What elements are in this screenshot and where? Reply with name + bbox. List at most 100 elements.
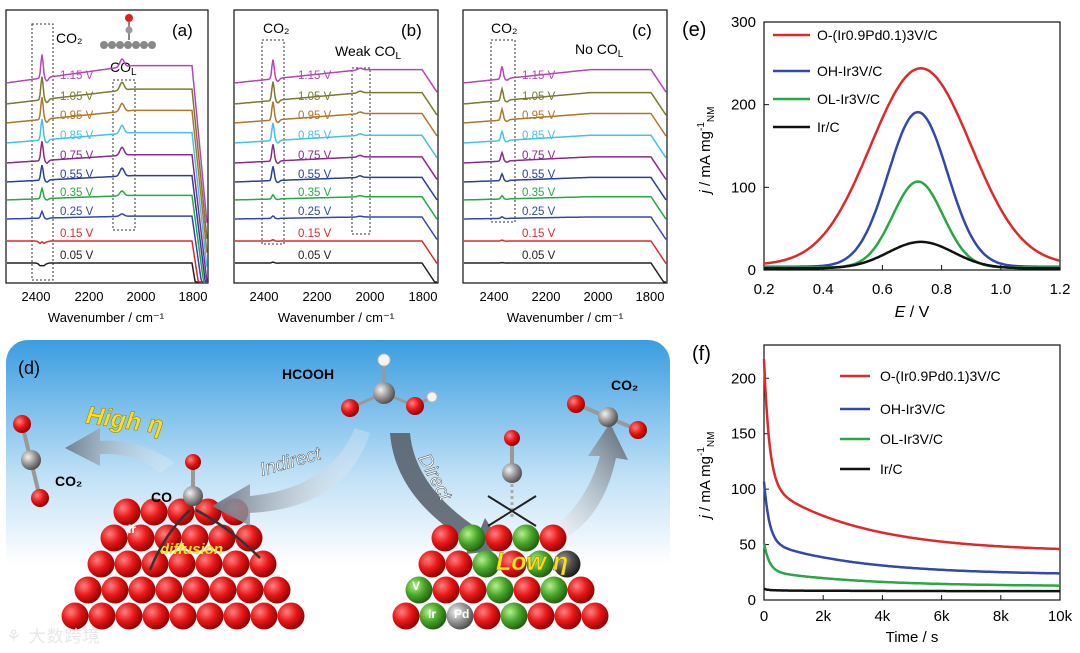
series-line [763,587,1060,593]
panel-a-co2-label: CO₂ [56,30,82,46]
indirect-arrow [212,428,370,526]
ir-atom [567,576,595,604]
panel-c-co2-label: CO₂ [491,20,517,36]
low-eta-label: Low η [496,548,568,576]
ftir-spectrum [463,194,667,220]
ftir-spectrum [235,238,438,264]
co2-label-right: CO₂ [611,377,638,393]
potential-label: 0.25 V [522,206,556,218]
potential-label: 0.35 V [60,187,94,199]
ir-atom [128,576,156,604]
v-atom [526,550,554,578]
ir-atom [581,602,609,630]
ir-atom [167,498,195,526]
ftir-spectrum [7,209,207,283]
panel-a-co2-box [31,23,54,281]
chart-f-ylabel: j / mA mg-1NM [696,432,717,521]
chart-e: (e) 0.2 0.4 0.6 0.8 1.0 1.2 0 100 200 300 O-(Ir0.… [682,14,1070,321]
ir-atom [263,576,291,604]
v-atom [472,550,500,578]
svg-text:1800: 1800 [179,289,208,304]
v-atom [458,524,486,552]
v-atom [540,576,568,604]
potential-label: 0.25 V [298,206,332,218]
ftir-spectrum [234,59,438,93]
v-atom [500,602,528,630]
potential-label: 1.15 V [522,70,556,82]
panel-b-letter: (b) [401,21,422,40]
ftir-spectrum [7,240,207,283]
watermark: ⚘ 大数跨境 [6,622,101,647]
ftir-spectrum [234,166,438,201]
legend-label: OL-Ir3V/C [880,431,943,447]
ftir-panel-b: (b) CO₂ Weak COL 0.05 V 0.15 V 0.25 V 0.35 … [233,9,439,325]
ir-atom [115,602,143,630]
series-line [762,359,1060,551]
ir-atom [88,602,116,630]
panel-c-xlabel: Wavenumber / cm⁻¹ [507,310,624,325]
potential-label: 0.75 V [60,150,94,162]
co-label: CO [151,489,172,505]
panel-c-co2-box [490,39,516,223]
ir-atom [485,524,513,552]
panel-c-letter: (c) [632,21,652,40]
y-tick-label: 150 [731,426,756,443]
series-line [764,180,1060,269]
ftir-spectrum [6,76,208,240]
blocked-co-molecule [487,430,537,527]
x-tick-label: 0.2 [754,281,775,298]
ir-atom [554,602,582,630]
series-line [762,481,1060,575]
ir-atom [236,576,264,604]
ftir-spectrum [7,141,208,283]
potential-label: 0.15 V [522,228,556,240]
ir-atom-label: Ir [128,522,136,536]
ir-atom [473,602,501,630]
potential-label: 0.95 V [522,110,556,122]
co2-release-arrow [545,423,628,543]
panel-b-co2-box [261,39,285,245]
high-eta-arrow [65,428,175,473]
x-tick-label: 1.0 [990,281,1011,298]
v-atom [512,524,540,552]
ftir-spectrum [234,144,438,180]
chart-e-frame [763,21,1061,271]
panel-a-xlabel: Wavenumber / cm⁻¹ [48,310,165,325]
ir-atom [513,576,541,604]
legend-label: Ir/C [817,119,840,135]
v-atom-label: V [412,579,420,593]
ir-atom [432,576,460,604]
ir-atom [431,524,459,552]
ir-atom [142,602,170,630]
ir-atom [499,550,527,578]
ir-atom [140,498,168,526]
potential-label: 0.95 V [298,110,332,122]
potential-label: 0.05 V [298,250,332,262]
ir-atom [74,576,102,604]
chart-e-ylabel: j / mA mg-1NM [696,107,717,196]
pd-atom [553,550,581,578]
ftir-panel-c: (c) CO₂ No COL 0.05 V 0.15 V 0.25 V 0.35 V 0… [462,9,668,325]
ftir-spectrum [235,261,437,283]
panel-c-frame [462,9,668,284]
panel-b-xlabel: Wavenumber / cm⁻¹ [278,310,395,325]
x-tick-label: 0 [760,608,768,625]
ir-atom [168,550,196,578]
legend-label: OH-Ir3V/C [817,63,882,79]
diffusion-arrows [148,508,261,571]
x-tick-label: 0.8 [931,281,952,298]
ir-atom [195,550,223,578]
ir-atom [223,602,251,630]
ir-atom [100,524,128,552]
ir-atom [445,550,473,578]
legend-label: O-(Ir0.9Pd0.1)3V/C [880,368,1001,384]
series-line [762,542,1060,587]
ftir-spectrum [463,66,667,93]
panel-a-letter: (a) [172,21,193,40]
ftir-spectrum [6,186,207,283]
y-tick-label: 100 [731,481,756,498]
potential-label: 0.25 V [60,206,94,218]
ir-atom [114,550,142,578]
chart-f: (f) 0 2k 4k 6k 8k 10k 0 50 100 150 200 O-(Ir0.9Pd0… [692,343,1073,646]
potential-label: 0.75 V [298,150,332,162]
